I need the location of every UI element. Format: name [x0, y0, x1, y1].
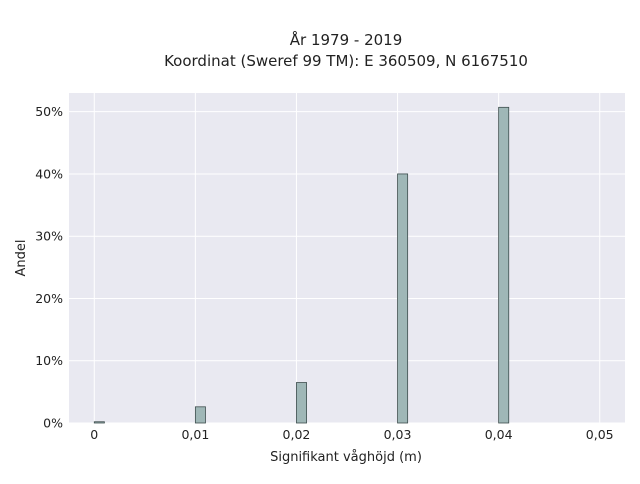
- bar-4: [498, 106, 510, 424]
- x-tick-label-5: 0,05: [586, 427, 614, 442]
- plot-area: [69, 93, 625, 423]
- chart-title: År 1979 - 2019 Koordinat (Sweref 99 TM):…: [164, 30, 528, 70]
- bar-0: [93, 421, 105, 424]
- y-axis-label: Andel: [14, 240, 29, 277]
- x-tick-label-4: 0,04: [485, 427, 513, 442]
- chart-title-line-1: År 1979 - 2019: [290, 30, 403, 49]
- bar-2: [296, 382, 307, 424]
- y-axis-ticks: 0% 10% 20% 30% 40% 50%: [35, 104, 63, 430]
- x-axis-ticks: 0 0,01 0,02 0,03 0,04 0,05: [90, 427, 613, 442]
- bar-1: [194, 406, 206, 424]
- bars: [93, 106, 510, 424]
- x-tick-label-1: 0,01: [181, 427, 209, 442]
- y-tick-label-5: 50%: [35, 104, 63, 119]
- x-tick-label-0: 0: [90, 427, 98, 442]
- bar-3: [397, 173, 409, 424]
- y-tick-label-1: 10%: [35, 353, 63, 368]
- chart-title-line-2: Koordinat (Sweref 99 TM): E 360509, N 61…: [164, 52, 528, 70]
- x-tick-label-2: 0,02: [283, 427, 311, 442]
- x-tick-label-3: 0,03: [384, 427, 412, 442]
- x-axis-label: Signifikant våghöjd (m): [270, 450, 422, 465]
- y-tick-label-4: 40%: [35, 166, 63, 181]
- y-tick-label-2: 20%: [35, 291, 63, 306]
- y-tick-label-3: 30%: [35, 229, 63, 244]
- y-tick-label-0: 0%: [43, 416, 63, 431]
